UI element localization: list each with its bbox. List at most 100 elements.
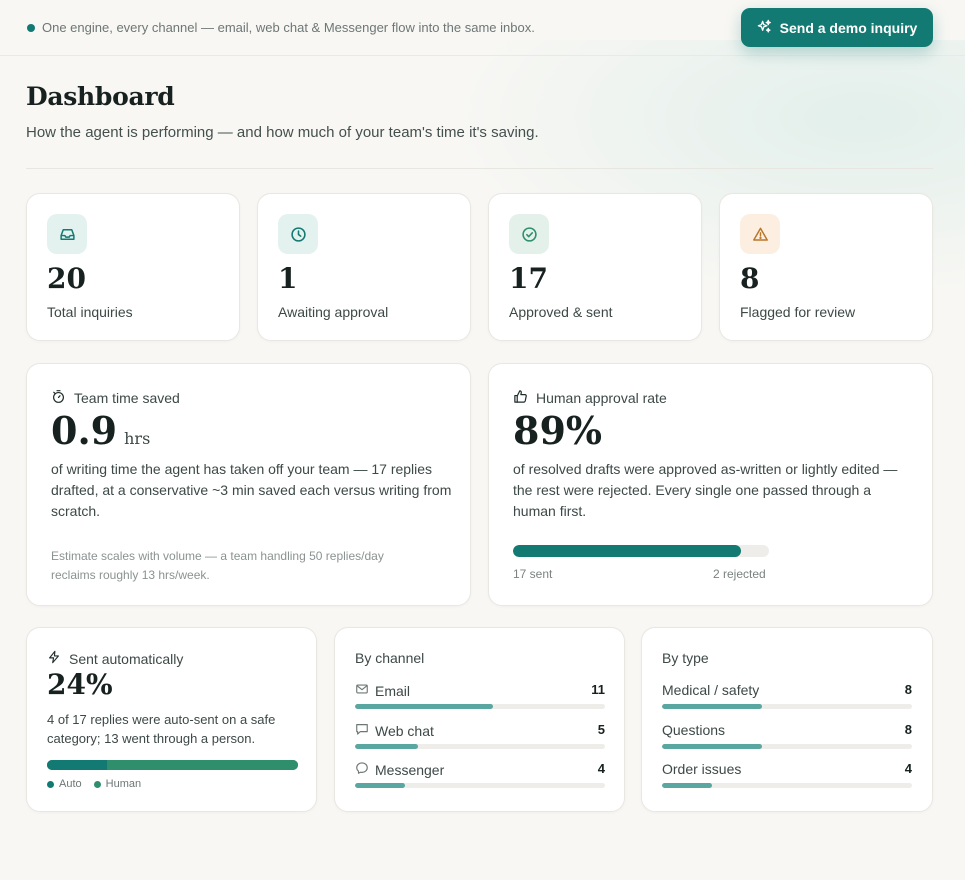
type-bar-track (662, 704, 912, 709)
by-type-title: By type (662, 650, 709, 666)
type-bar-fill (662, 704, 762, 709)
approval-progress-track (513, 545, 769, 557)
stat-label: Flagged for review (740, 304, 856, 320)
channel-label: Web chat (375, 722, 434, 739)
header-divider (26, 168, 933, 169)
timer-icon (51, 389, 66, 407)
human-segment (107, 760, 298, 770)
channel-count: 5 (597, 722, 605, 737)
thumbs-up-icon (513, 389, 528, 407)
sparkles-icon (757, 19, 772, 37)
stat-card-total-inquiries: 20 Total inquiries (26, 193, 240, 341)
inbox-icon (47, 214, 87, 254)
time-saved-value-group: 0.9 hrs (51, 408, 150, 453)
type-count: 4 (904, 761, 912, 776)
auto-human-split-bar (47, 760, 298, 770)
stat-value: 20 (47, 262, 86, 295)
time-saved-note: Estimate scales with volume — a team han… (51, 549, 384, 582)
approval-rate-card: Human approval rate 89% of resolved draf… (488, 363, 933, 606)
channel-label-group: Messenger (355, 761, 444, 778)
approval-title: Human approval rate (536, 390, 667, 406)
channel-row-email: Email 11 (355, 682, 605, 716)
type-bar-fill (662, 783, 712, 788)
approval-sent-label: 17 sent (513, 567, 553, 581)
legend-swatch-auto (47, 780, 54, 788)
page-subtitle: How the agent is performing — and how mu… (26, 124, 539, 141)
stat-label: Approved & sent (509, 304, 613, 320)
stat-card-flagged-review: 8 Flagged for review (719, 193, 933, 341)
channel-count: 11 (591, 682, 605, 697)
channel-label: Messenger (375, 761, 445, 778)
by-type-card: By type Medical / safety 8 Questions 8 O… (641, 627, 933, 812)
time-saved-value: 0.9 (51, 408, 118, 453)
page-title: Dashboard (26, 82, 175, 111)
time-saved-card: Team time saved 0.9 hrs of writing time … (26, 363, 471, 606)
warning-icon (740, 214, 780, 254)
auto-legend: Auto Human (47, 778, 141, 790)
channel-row-web-chat: Web chat 5 (355, 722, 605, 756)
type-row-medical-safety: Medical / safety 8 (662, 682, 912, 716)
time-saved-heading: Team time saved (51, 389, 180, 407)
clock-icon (278, 214, 318, 254)
stat-value: 1 (278, 262, 298, 295)
auto-segment (47, 760, 108, 770)
type-count: 8 (904, 682, 912, 697)
channel-bar-fill (355, 783, 405, 788)
top-banner: One engine, every channel — email, web c… (0, 0, 965, 56)
auto-value: 24% (47, 668, 113, 701)
time-saved-unit: hrs (124, 429, 151, 448)
approval-progress-fill (513, 545, 741, 557)
stat-value: 17 (509, 262, 548, 295)
stat-label: Total inquiries (47, 304, 133, 320)
type-bar-track (662, 744, 912, 749)
type-bar-track (662, 783, 912, 788)
channel-label: Email (375, 682, 411, 699)
type-row-order-issues: Order issues 4 (662, 761, 912, 795)
type-bar-fill (662, 744, 762, 749)
channel-bar-track (355, 744, 605, 749)
messenger-icon (355, 761, 369, 778)
send-demo-inquiry-button[interactable]: Send a demo inquiry (741, 8, 933, 47)
type-count: 8 (904, 722, 912, 737)
channel-bar-track (355, 783, 605, 788)
legend-item-auto: Auto (47, 778, 82, 790)
mail-icon (355, 682, 369, 699)
chat-icon (355, 722, 369, 739)
check-circle-icon (509, 214, 549, 254)
legend-swatch-human (93, 780, 101, 788)
channel-row-messenger: Messenger 4 (355, 761, 605, 795)
banner-tagline: One engine, every channel — email, web c… (42, 20, 535, 35)
by-channel-title: By channel (355, 650, 425, 666)
send-demo-inquiry-label: Send a demo inquiry (779, 19, 918, 36)
approval-value: 89% (513, 408, 602, 453)
type-row-questions: Questions 8 (662, 722, 912, 756)
auto-heading: Sent automatically (47, 650, 183, 667)
stat-card-awaiting-approval: 1 Awaiting approval (257, 193, 471, 341)
stat-value: 8 (740, 262, 760, 295)
legend-item-human: Human (93, 778, 142, 790)
legend-label-human: Human (105, 778, 142, 790)
channel-count: 4 (597, 761, 605, 776)
approval-rejected-label: 2 rejected (713, 567, 766, 581)
type-label: Order issues (662, 761, 742, 777)
lightning-icon (47, 650, 61, 667)
channel-label-group: Web chat (355, 722, 434, 739)
approval-heading: Human approval rate (513, 389, 667, 407)
time-saved-description: of writing time the agent has taken off … (51, 461, 452, 519)
status-dot (27, 24, 35, 32)
channel-bar-fill (355, 744, 418, 749)
type-label: Questions (662, 722, 726, 738)
channel-bar-track (355, 704, 605, 709)
by-channel-card: By channel Email 11 Web chat 5 (334, 627, 625, 812)
time-saved-title: Team time saved (74, 390, 180, 406)
stat-card-approved-sent: 17 Approved & sent (488, 193, 702, 341)
approval-description: of resolved drafts were approved as-writ… (513, 461, 898, 519)
sent-automatically-card: Sent automatically 24% 4 of 17 replies w… (26, 627, 317, 812)
auto-description: 4 of 17 replies were auto-sent on a safe… (47, 712, 276, 746)
channel-label-group: Email (355, 682, 410, 699)
legend-label-auto: Auto (59, 778, 82, 790)
auto-title: Sent automatically (69, 650, 184, 667)
type-label: Medical / safety (662, 682, 760, 698)
stat-label: Awaiting approval (278, 304, 389, 320)
channel-bar-fill (355, 704, 493, 709)
